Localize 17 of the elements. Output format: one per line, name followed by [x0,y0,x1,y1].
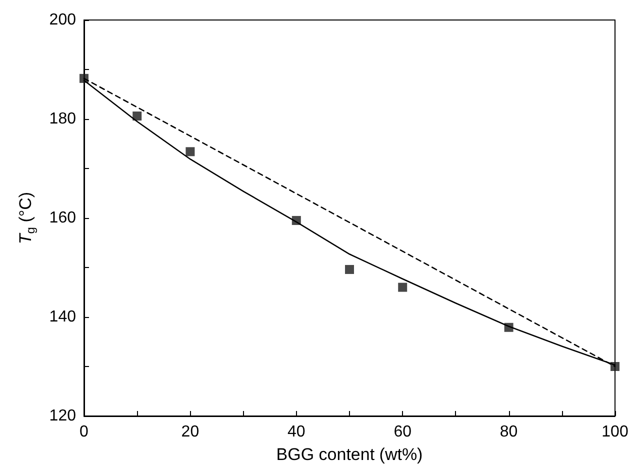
point [345,264,354,274]
y-tick-label: 200 [49,12,76,28]
y-tick-label: 120 [49,408,76,424]
x-tick-label: 40 [288,424,306,440]
point [132,112,142,121]
x-tick-label: 100 [602,424,628,440]
x-tick-label: 20 [181,424,200,440]
x-tick-label: 80 [500,424,518,440]
x-tick-label: 0 [80,424,89,440]
y-tick-label: 180 [49,110,76,128]
x-axis-title: BGG content (wt%) [276,445,423,464]
y-axis-title: Tg (°C) [16,192,38,244]
x-tick-label: 60 [394,424,412,440]
y-tick-label: 160 [49,210,76,226]
y-tick-label: 140 [49,308,76,326]
point [186,147,195,156]
point [398,282,408,292]
